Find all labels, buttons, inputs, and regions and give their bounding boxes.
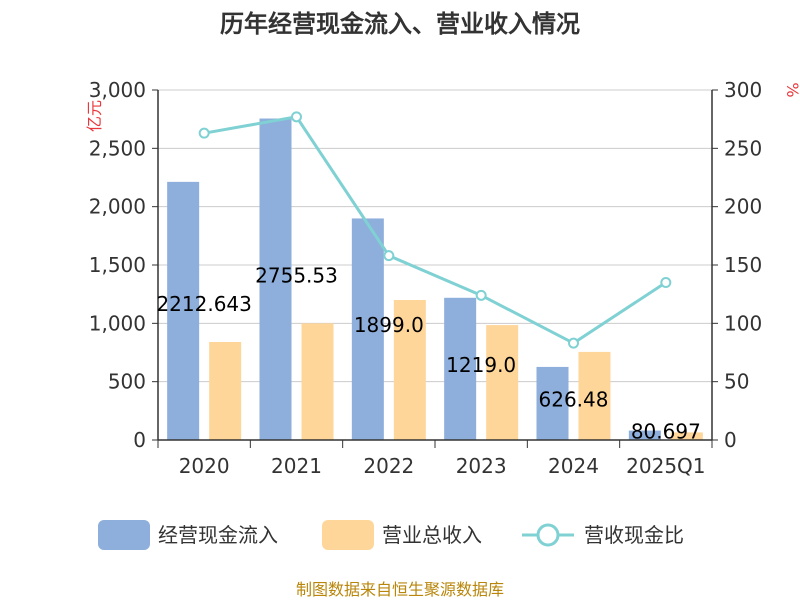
right-axis-tick-label: 250 (724, 136, 762, 160)
right-axis: 0 50 100 150 200 250 300 (711, 78, 762, 452)
x-axis-tick-label: 2022 (363, 454, 414, 478)
right-axis-tick-label: 50 (724, 370, 749, 394)
right-axis-tick-label: 100 (724, 311, 762, 335)
ratio-point (291, 111, 302, 123)
bar-cash-inflow (351, 218, 384, 440)
legend-swatch-cash-inflow (98, 520, 150, 550)
ratio-point (660, 277, 672, 288)
bar-revenue (393, 300, 426, 440)
right-axis-tick-label: 300 (724, 78, 762, 102)
left-axis-tick-label: 0 (133, 428, 146, 452)
bar-cash-inflow (444, 297, 477, 440)
bars (167, 118, 703, 441)
x-axis-tick-label: 2020 (179, 454, 230, 478)
ratio-point (198, 127, 210, 139)
x-axis: 2020 2021 2022 2023 2024 2025Q1 (157, 439, 713, 478)
data-label-cash-inflow: 2212.643 (156, 292, 251, 316)
left-axis-tick-label: 2,000 (89, 195, 146, 219)
data-label-cash-inflow: 80.697 (631, 419, 701, 443)
x-axis-tick-label: 2025Q1 (626, 454, 705, 478)
left-axis-tick-label: 500 (108, 370, 146, 394)
right-axis-tick-label: 0 (724, 428, 737, 452)
data-label-cash-inflow: 1899.0 (354, 313, 424, 337)
left-axis: 0 500 1,000 1,500 2,000 2,500 3,000 (89, 78, 159, 452)
bar-revenue (486, 325, 519, 440)
legend-label-revenue: 营业总收入 (382, 523, 482, 547)
left-axis-tick-label: 2,500 (89, 136, 146, 160)
right-axis-unit: % (783, 82, 800, 97)
bar-revenue (301, 323, 334, 440)
data-label-cash-inflow: 1219.0 (446, 353, 516, 377)
ratio-line (198, 111, 672, 349)
right-axis-tick-label: 200 (724, 195, 762, 219)
ratio-point (383, 250, 395, 262)
bar-cash-inflow (167, 181, 200, 440)
legend-label-ratio: 营收现金比 (584, 523, 684, 547)
bar-revenue (670, 432, 703, 440)
chart-title: 历年经营现金流入、营业收入情况 (220, 10, 580, 38)
legend-swatch-revenue (322, 520, 374, 550)
right-axis-tick-label: 150 (724, 253, 762, 277)
legend-label-cash-inflow: 经营现金流入 (158, 523, 278, 547)
left-axis-tick-label: 1,000 (89, 311, 146, 335)
source-note: 制图数据来自恒生聚源数据库 (296, 580, 504, 599)
ratio-line-path (203, 115, 667, 345)
ratio-point (475, 289, 487, 301)
bar-cash-inflow (628, 430, 661, 440)
grid-lines (158, 89, 712, 441)
left-axis-tick-label: 3,000 (89, 78, 146, 102)
ratio-point (568, 337, 579, 349)
x-axis-tick-label: 2024 (548, 454, 599, 478)
bar-revenue (578, 351, 611, 440)
bar-cash-inflow (259, 118, 292, 441)
left-axis-tick-label: 1,500 (89, 253, 146, 277)
left-axis-unit: 亿元 (85, 100, 104, 132)
legend-marker-ratio (536, 523, 560, 547)
data-label-cash-inflow: 626.48 (539, 387, 609, 411)
bar-cash-inflow (536, 366, 569, 440)
data-label-cash-inflow: 2755.53 (255, 263, 338, 287)
bar-revenue (209, 342, 242, 440)
x-axis-tick-label: 2023 (456, 454, 507, 478)
x-axis-tick-label: 2021 (271, 454, 322, 478)
legend: 经营现金流入 营业总收入 营收现金比 (98, 520, 684, 550)
